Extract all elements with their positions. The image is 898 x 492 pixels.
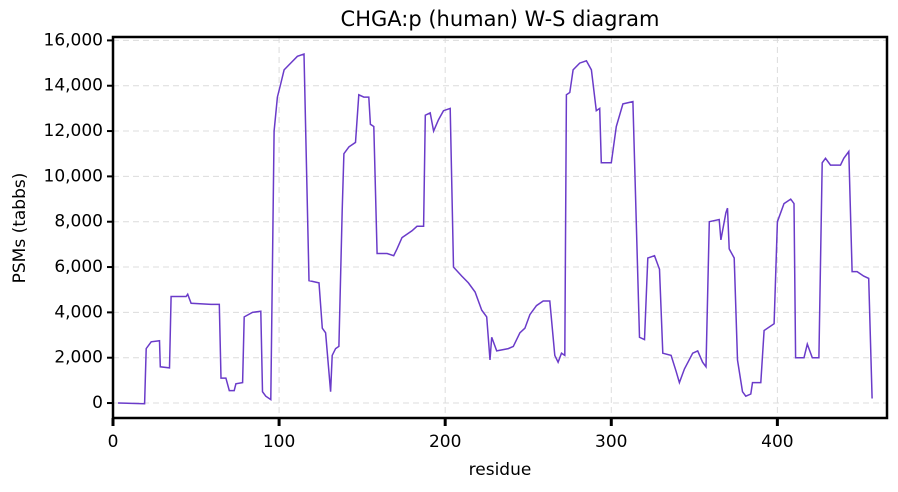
y-tick-label: 2,000 [54, 348, 103, 368]
y-tick-label: 10,000 [44, 166, 103, 186]
x-tick-label: 0 [108, 432, 119, 452]
x-tick-label: 400 [761, 432, 793, 452]
y-tick-label: 8,000 [54, 212, 103, 232]
y-tick-label: 14,000 [44, 76, 103, 96]
data-line [117, 52, 873, 405]
x-axis-label: residue [469, 460, 532, 480]
x-tick-label: 300 [595, 432, 627, 452]
y-tick-label: 12,000 [44, 121, 103, 141]
y-tick-label: 0 [92, 393, 103, 413]
y-axis-label: PSMs (tabbs) [10, 173, 30, 284]
y-tick-label: 16,000 [44, 30, 103, 50]
y-tick-label: 4,000 [54, 302, 103, 322]
x-tick-label: 100 [263, 432, 295, 452]
x-tick-label: 200 [429, 432, 461, 452]
plot-frame [111, 35, 889, 420]
chart-title: CHGA:p (human) W-S diagram [341, 7, 660, 31]
y-tick-label: 6,000 [54, 257, 103, 277]
